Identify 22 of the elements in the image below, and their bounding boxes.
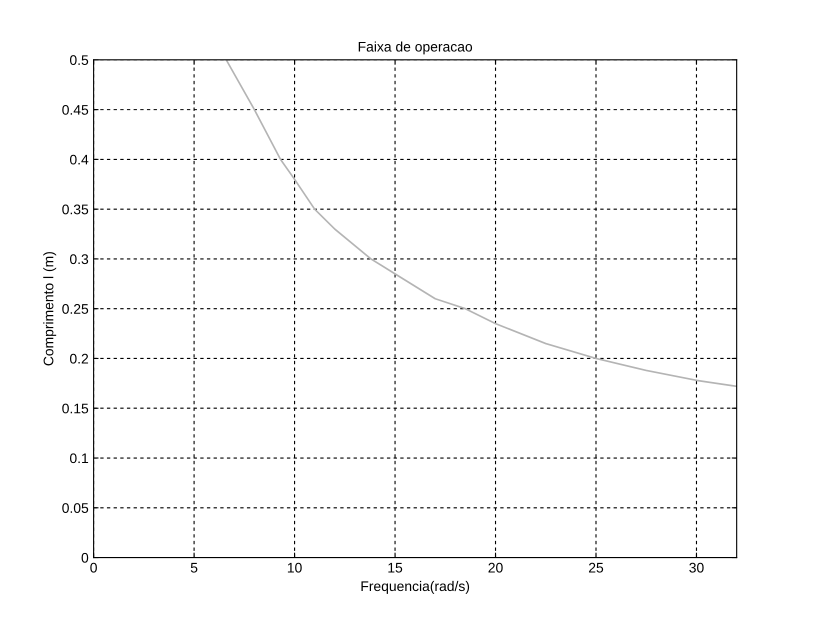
y-tick-label: 0.05 — [62, 503, 88, 513]
line-series — [225, 60, 737, 388]
y-axis-title: Comprimento l (m) — [43, 252, 56, 366]
x-axis-title: Frequencia(rad/s) — [361, 580, 470, 594]
y-tick-label: 0.25 — [62, 304, 88, 314]
x-tick-label: 0 — [90, 562, 97, 573]
y-tick-label: 0.15 — [62, 404, 88, 414]
x-tick-label: 15 — [388, 562, 402, 573]
y-tick-label: 0.2 — [70, 354, 88, 364]
x-tick-label: 25 — [588, 562, 604, 573]
x-tick-label: 5 — [190, 562, 198, 573]
x-tick-label: 20 — [488, 562, 503, 573]
chart-title: Faixa de operacao — [358, 41, 472, 54]
y-tick-label: 0 — [82, 552, 88, 563]
y-tick-label: 0.3 — [70, 254, 88, 264]
y-tick-label: 0.35 — [62, 204, 88, 214]
y-tick-label: 0.45 — [62, 104, 88, 115]
y-tick-label: 0.4 — [70, 154, 88, 165]
x-tick-label: 10 — [288, 562, 302, 573]
y-tick-label: 0.1 — [70, 453, 88, 464]
x-tick-label: 30 — [689, 562, 704, 573]
y-tick-label: 0.5 — [70, 55, 88, 66]
